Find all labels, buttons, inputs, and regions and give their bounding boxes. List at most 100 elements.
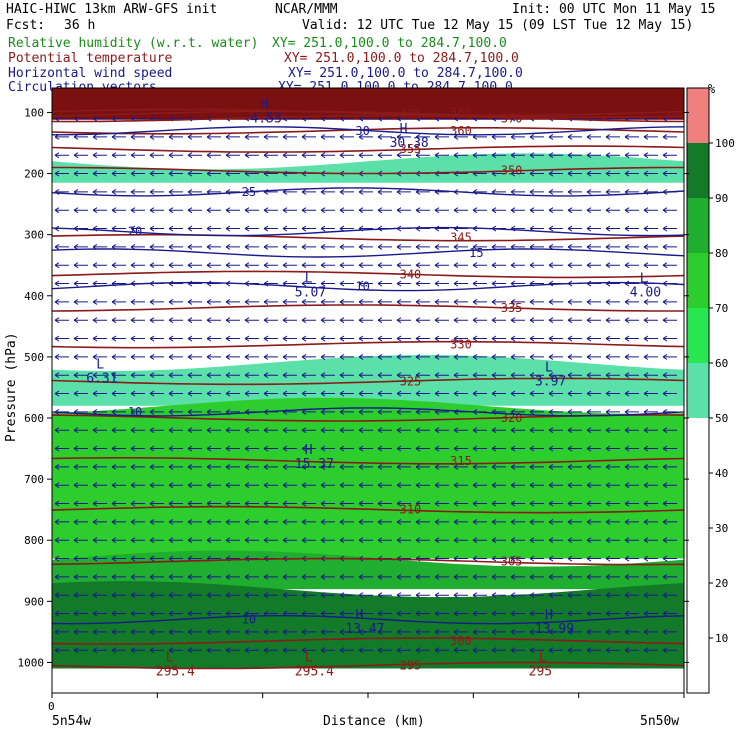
circulation-vector <box>168 628 183 635</box>
circulation-vector <box>567 610 582 617</box>
circulation-vector <box>263 317 278 324</box>
circulation-vector <box>415 133 430 140</box>
circulation-vector <box>662 592 677 599</box>
isotach-label: 15 <box>469 246 483 260</box>
circulation-vector <box>586 518 601 525</box>
circulation-vector <box>377 408 392 415</box>
circulation-vector <box>453 537 468 544</box>
circulation-vector <box>396 390 411 397</box>
colorbar-band <box>687 88 709 143</box>
circulation-vector <box>339 372 354 379</box>
extremum-value: 30.38 <box>390 136 429 151</box>
isotach-line <box>51 281 685 292</box>
circulation-vector <box>586 390 601 397</box>
circulation-vector <box>92 518 107 525</box>
circulation-vector <box>643 592 658 599</box>
circulation-vector <box>149 225 164 232</box>
circulation-vector <box>643 500 658 507</box>
circulation-vector <box>263 243 278 250</box>
circulation-vector <box>282 207 297 214</box>
circulation-vector <box>130 500 145 507</box>
circulation-vector <box>586 427 601 434</box>
circulation-vector <box>567 170 582 177</box>
circulation-vector <box>548 427 563 434</box>
circulation-vector <box>187 573 202 580</box>
circulation-vector <box>529 408 544 415</box>
circulation-vector <box>529 188 544 195</box>
circulation-vector <box>662 390 677 397</box>
circulation-vector <box>149 262 164 269</box>
circulation-vector <box>320 298 335 305</box>
circulation-vector <box>472 317 487 324</box>
circulation-vector <box>510 628 525 635</box>
circulation-vector <box>73 628 88 635</box>
circulation-vector <box>434 518 449 525</box>
circulation-vector <box>206 445 221 452</box>
circulation-vector <box>263 445 278 452</box>
circulation-vector <box>111 170 126 177</box>
circulation-vector <box>624 207 639 214</box>
circulation-vector <box>453 353 468 360</box>
circulation-vector <box>339 518 354 525</box>
circulation-vector <box>339 537 354 544</box>
circulation-vector <box>168 335 183 342</box>
circulation-vector <box>187 243 202 250</box>
circulation-vector <box>320 317 335 324</box>
circulation-vector <box>92 500 107 507</box>
circulation-vector <box>605 518 620 525</box>
circulation-vector <box>168 518 183 525</box>
circulation-vector <box>282 243 297 250</box>
circulation-vector <box>244 353 259 360</box>
legend-rh-field: Relative humidity (w.r.t. water) <box>8 36 258 51</box>
circulation-vector <box>548 262 563 269</box>
circulation-vector <box>529 518 544 525</box>
circulation-vector <box>187 390 202 397</box>
circulation-vector <box>149 628 164 635</box>
circulation-vector <box>605 463 620 470</box>
legend-wind-field: Horizontal wind speed <box>8 66 172 81</box>
circulation-vector <box>282 647 297 654</box>
circulation-vector <box>111 353 126 360</box>
circulation-vector <box>130 445 145 452</box>
circulation-vector <box>282 628 297 635</box>
circulation-vector <box>301 372 316 379</box>
circulation-vector <box>206 298 221 305</box>
circulation-vector <box>206 262 221 269</box>
circulation-vector <box>282 592 297 599</box>
circulation-vector <box>92 482 107 489</box>
circulation-vector <box>377 243 392 250</box>
circulation-vector <box>244 500 259 507</box>
circulation-vector <box>358 500 373 507</box>
circulation-vector <box>301 573 316 580</box>
extremum-letter: L <box>96 357 104 372</box>
circulation-vector <box>92 262 107 269</box>
circulation-vector <box>567 188 582 195</box>
circulation-vector <box>54 353 69 360</box>
circulation-vector <box>358 335 373 342</box>
circulation-vector <box>529 133 544 140</box>
circulation-vector <box>320 592 335 599</box>
circulation-vector <box>605 500 620 507</box>
circulation-vector <box>434 482 449 489</box>
circulation-vector <box>548 518 563 525</box>
rh-layer <box>52 581 684 669</box>
circulation-vector <box>320 335 335 342</box>
circulation-vector <box>282 518 297 525</box>
circulation-vector <box>643 353 658 360</box>
extremum-letter: L <box>305 651 313 666</box>
circulation-vector <box>320 353 335 360</box>
circulation-vector <box>643 317 658 324</box>
circulation-vector <box>491 445 506 452</box>
colorbar-tick-label: 100 <box>715 137 735 150</box>
y-tick-label: 500 <box>24 351 44 364</box>
circulation-vector <box>510 152 525 159</box>
theta-isoline <box>51 637 685 645</box>
circulation-vector <box>130 207 145 214</box>
circulation-vector <box>605 372 620 379</box>
circulation-vector <box>149 610 164 617</box>
extremum-letter: H <box>355 608 363 623</box>
circulation-vector <box>301 390 316 397</box>
theta-isoline <box>51 557 685 566</box>
circulation-vector <box>73 280 88 287</box>
circulation-vector <box>92 573 107 580</box>
